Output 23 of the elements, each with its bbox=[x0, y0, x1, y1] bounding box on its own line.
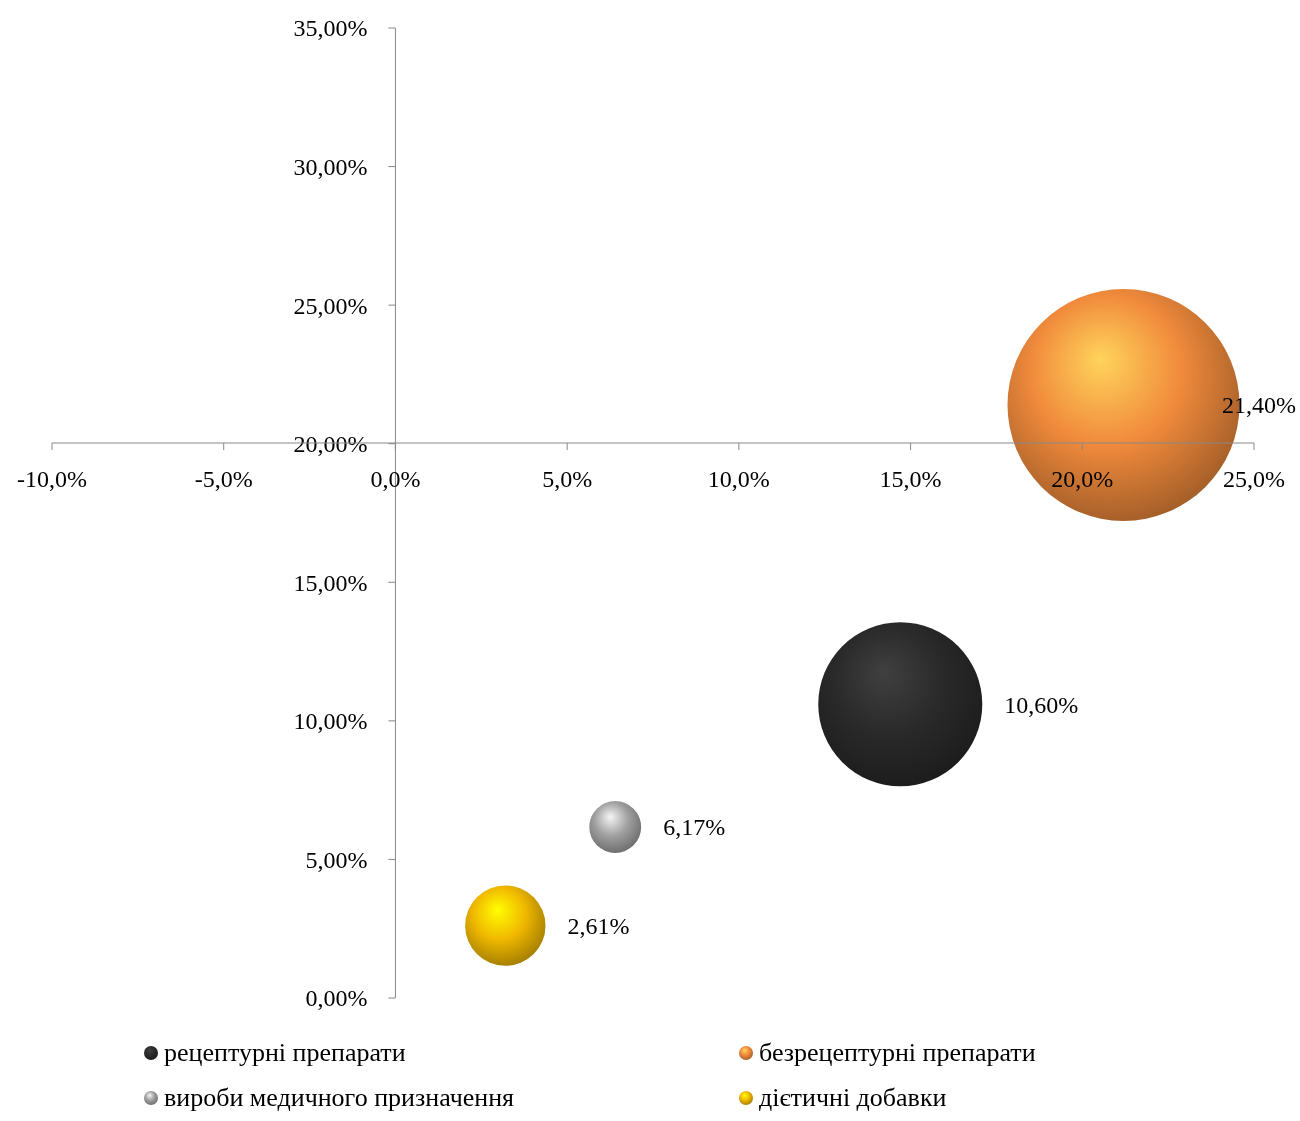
y-tick-label: 35,00% bbox=[293, 15, 368, 42]
legend-label: рецептурні препарати bbox=[164, 1038, 406, 1067]
y-tick-label: 0,00% bbox=[305, 985, 368, 1012]
x-tick-label: 20,0% bbox=[1051, 466, 1114, 492]
y-tick-label: 25,00% bbox=[293, 292, 368, 319]
x-tick-label: -10,0% bbox=[17, 466, 87, 492]
legend-label: вироби медичного призначення bbox=[164, 1083, 515, 1112]
legend-label: дієтичні добавки bbox=[759, 1083, 947, 1112]
y-tick-label: 10,00% bbox=[293, 708, 368, 735]
x-tick-label: 15,0% bbox=[879, 466, 942, 492]
x-tick-label: 10,0% bbox=[707, 466, 770, 492]
x-tick-label: 25,0% bbox=[1223, 466, 1285, 492]
data-label: 6,17% bbox=[663, 814, 726, 841]
y-tick-label: 30,00% bbox=[293, 153, 368, 180]
data-label: 10,60% bbox=[1004, 691, 1079, 718]
data-label: 2,61% bbox=[567, 913, 630, 940]
x-tick-label: 5,0% bbox=[542, 466, 593, 492]
y-tick-label: 5,00% bbox=[305, 846, 368, 873]
x-tick-label: -5,0% bbox=[194, 466, 253, 492]
x-tick-label: 0,0% bbox=[370, 466, 421, 492]
y-tick-label: 15,00% bbox=[293, 569, 368, 596]
y-tick-label: 20,00% bbox=[293, 431, 368, 458]
legend-label: безрецептурні препарати bbox=[759, 1038, 1036, 1067]
